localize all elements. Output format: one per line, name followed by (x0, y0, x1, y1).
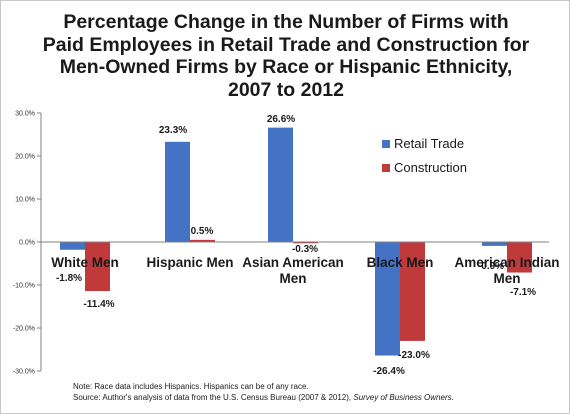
data-label: 0.5% (191, 226, 214, 237)
legend-swatch-construction (382, 164, 390, 172)
chart-title: Percentage Change in the Number of Firms… (42, 11, 530, 101)
bar-retail (268, 127, 293, 242)
category-label: White Men (51, 255, 119, 270)
bar-retail (60, 242, 85, 250)
y-tick-label: 10.0% (15, 197, 35, 204)
category-label: Asian American (242, 255, 344, 270)
y-tick-label: -10.0% (13, 283, 35, 290)
data-label: -7.1% (510, 287, 536, 298)
footnote-source-italic: Survey of Business Owners (353, 393, 452, 402)
footnote-source-end: . (451, 393, 454, 402)
bar-construction (400, 242, 425, 341)
legend-label-construction: Construction (394, 160, 467, 175)
category-label: Black Men (367, 255, 434, 270)
category-label: Men (494, 271, 521, 286)
category-label: Men (280, 271, 307, 286)
footnote-source-text: Source: Author's analysis of data from t… (73, 393, 354, 402)
y-tick-label: 20.0% (15, 154, 35, 161)
bar-construction (293, 242, 318, 244)
data-label: -0.3% (292, 244, 318, 255)
category-label: American Indian (454, 255, 559, 270)
footnote-source: Source: Author's analysis of data from t… (73, 392, 454, 403)
data-label: -11.4% (83, 299, 114, 310)
y-tick-label: 30.0% (15, 111, 35, 118)
bar-retail (165, 141, 190, 242)
legend-swatch-retail (382, 140, 390, 148)
data-label: 23.3% (159, 125, 187, 136)
bar-construction (507, 242, 532, 273)
data-label: -23.0% (398, 350, 430, 361)
y-tick-label: 0.0% (19, 240, 35, 247)
data-label: -1.8% (56, 273, 82, 284)
category-label: Hispanic Men (146, 255, 233, 270)
y-tick-label: -30.0% (13, 369, 35, 376)
bar-construction (85, 242, 110, 292)
footnote-note: Note: Race data includes Hispanics. Hisp… (73, 382, 309, 391)
data-label: -0.9% (478, 261, 504, 272)
bar-retail (375, 242, 400, 356)
y-tick-label: -20.0% (13, 326, 35, 333)
bar-retail (482, 242, 507, 246)
bar-construction (190, 239, 215, 242)
legend-label-retail: Retail Trade (394, 136, 464, 151)
data-label: 26.6% (267, 114, 295, 125)
footnote: Note: Race data includes Hispanics. Hisp… (73, 381, 454, 403)
data-label: -26.4% (373, 366, 405, 377)
